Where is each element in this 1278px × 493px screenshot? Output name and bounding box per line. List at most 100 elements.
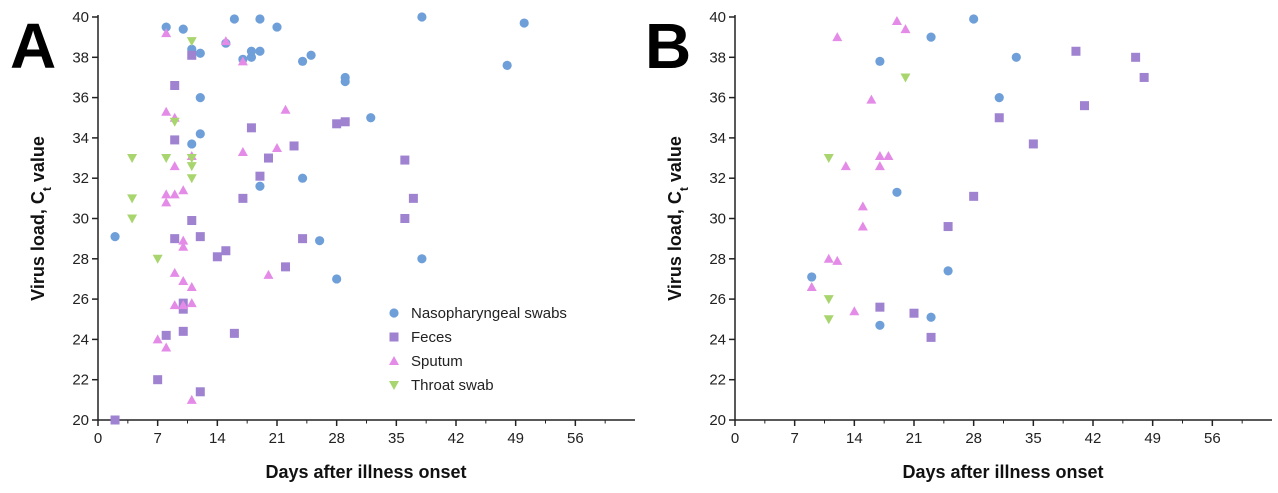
series-triangle-up	[806, 16, 911, 316]
data-point	[417, 12, 427, 22]
x-tick-label: 49	[507, 430, 524, 447]
legend-marker	[389, 381, 399, 390]
x-tick-label: 42	[1085, 430, 1102, 447]
legend: Nasopharyngeal swabs Feces Sputum Throat sw…	[389, 305, 567, 394]
x-tick-label: 7	[790, 430, 798, 447]
data-point	[186, 37, 197, 47]
data-point	[195, 48, 205, 58]
data-point	[408, 193, 418, 203]
x-tick-label: 49	[1144, 430, 1161, 447]
x-tick-label: 56	[1204, 430, 1221, 447]
data-point	[127, 214, 138, 224]
data-point	[1011, 52, 1021, 62]
data-point	[169, 267, 180, 277]
data-point	[238, 193, 248, 203]
data-point	[272, 142, 282, 152]
data-point	[229, 328, 239, 338]
data-point	[263, 153, 273, 163]
y-tick-label: 20	[72, 412, 89, 429]
data-point	[152, 254, 163, 264]
x-tick-label: 35	[1025, 430, 1042, 447]
data-point	[170, 135, 180, 145]
y-tick-label: 36	[72, 90, 89, 107]
data-point	[994, 93, 1004, 103]
x-tick-label: 14	[209, 430, 226, 447]
y-tick-label: 36	[709, 90, 726, 107]
data-point	[186, 282, 197, 292]
data-point	[1071, 46, 1081, 56]
data-point	[186, 154, 197, 164]
data-point	[366, 113, 376, 123]
data-point	[187, 216, 197, 226]
data-point	[186, 174, 197, 184]
data-point	[178, 275, 189, 285]
x-tick-label: 21	[269, 430, 286, 447]
data-point	[306, 50, 316, 60]
legend-marker	[389, 332, 399, 342]
data-point	[195, 387, 205, 397]
data-point	[943, 222, 953, 232]
x-tick-label: 0	[731, 430, 739, 447]
data-point	[178, 241, 189, 251]
series-circle	[807, 14, 1021, 330]
legend-marker	[389, 308, 399, 318]
series-triangle-up	[152, 28, 291, 404]
data-point	[195, 129, 205, 139]
data-point	[926, 332, 936, 342]
data-point	[221, 246, 231, 256]
data-point	[994, 113, 1004, 123]
data-point	[255, 181, 265, 191]
data-point	[315, 236, 325, 246]
y-tick-label: 24	[709, 331, 726, 348]
data-point	[400, 155, 410, 165]
chart-panel-b: B 0 7 14 21 28 35 42 49 56 20 22 24 26 28 30 32 34 36 38 40 D…	[645, 9, 1272, 482]
data-point	[909, 308, 919, 318]
data-point	[502, 60, 512, 70]
data-point	[127, 194, 138, 204]
legend-label: Feces	[411, 329, 452, 346]
data-point	[297, 56, 308, 66]
data-point	[187, 50, 197, 60]
y-axis-title: Virus load, Ct value	[28, 136, 54, 301]
panel-letter: A	[10, 10, 56, 82]
legend-label: Sputum	[411, 353, 463, 370]
legend-label: Throat swab	[411, 377, 494, 394]
legend-label: Nasopharyngeal swabs	[411, 305, 567, 322]
data-point	[340, 117, 350, 127]
series-square	[110, 50, 418, 425]
y-tick-label: 26	[72, 291, 89, 308]
x-tick-label: 56	[567, 430, 584, 447]
y-tick-label: 34	[709, 130, 726, 147]
data-point	[161, 154, 172, 164]
data-point	[1139, 72, 1149, 82]
y-tick-label: 30	[709, 211, 726, 228]
y-tick-label: 24	[72, 331, 89, 348]
x-tick-label: 28	[328, 430, 345, 447]
data-point	[195, 232, 205, 242]
y-tick-label: 40	[709, 9, 726, 26]
data-point	[874, 161, 885, 171]
data-point	[875, 320, 885, 330]
data-point	[178, 185, 189, 195]
data-point	[255, 171, 265, 181]
data-point	[178, 235, 189, 245]
y-tick-label: 22	[709, 372, 726, 389]
data-point	[186, 298, 197, 308]
y-tick-label: 32	[709, 170, 726, 187]
x-tick-label: 42	[448, 430, 465, 447]
data-point	[866, 94, 877, 104]
x-axis-title: Days after illness onset	[265, 462, 466, 482]
data-point	[110, 415, 120, 425]
data-point	[900, 73, 911, 83]
data-point	[161, 106, 172, 116]
data-point	[926, 32, 936, 42]
panel-letter: B	[645, 10, 691, 82]
data-point	[170, 234, 180, 244]
data-point	[178, 326, 188, 336]
data-point	[161, 28, 172, 38]
data-point	[152, 334, 163, 344]
data-point	[969, 14, 979, 24]
data-point	[169, 189, 180, 199]
data-point	[891, 16, 902, 26]
